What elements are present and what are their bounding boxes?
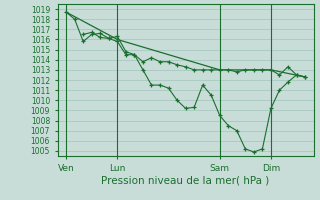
- X-axis label: Pression niveau de la mer( hPa ): Pression niveau de la mer( hPa ): [101, 175, 270, 185]
